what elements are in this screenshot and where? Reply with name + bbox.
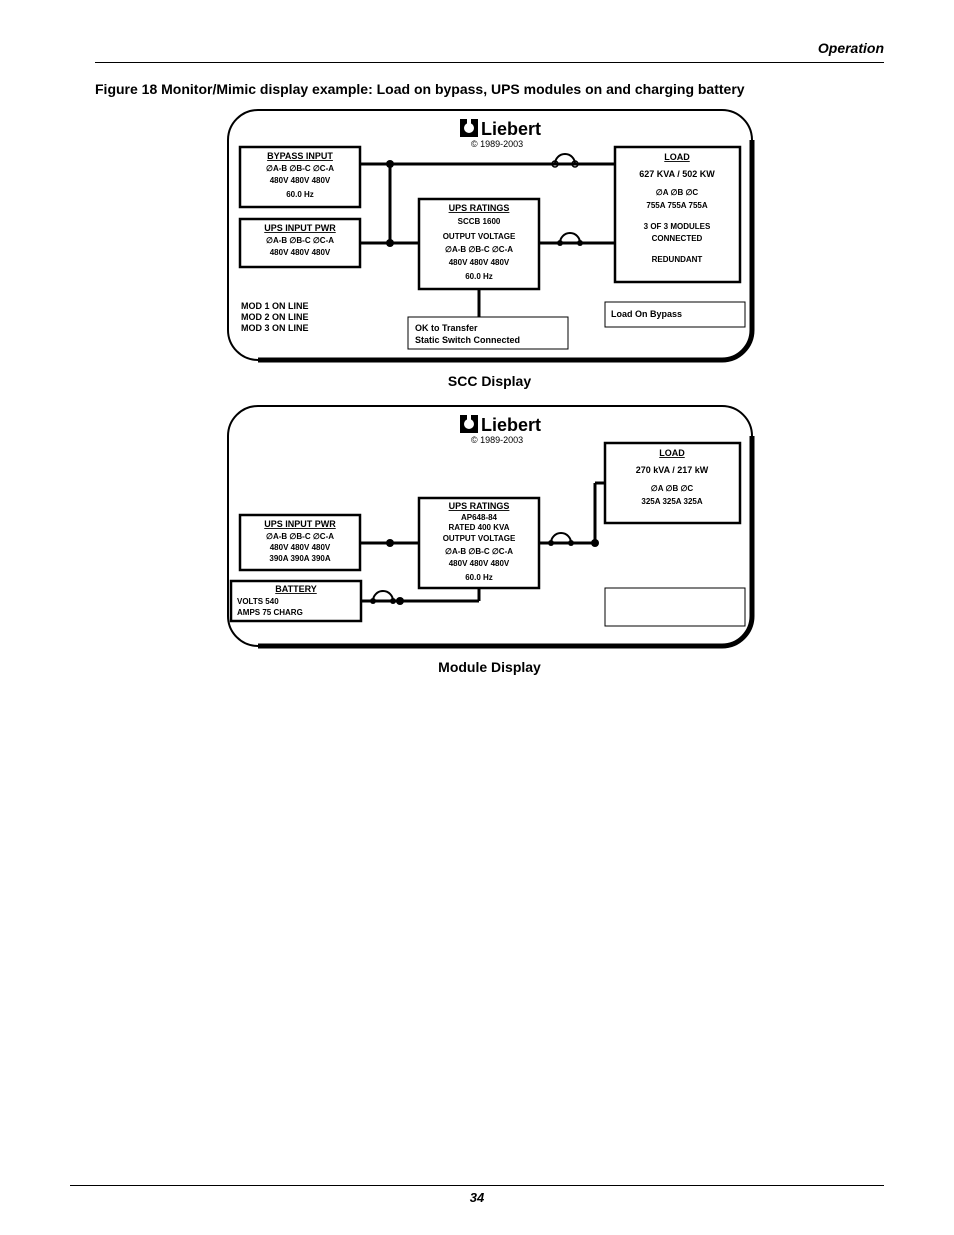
page-number: 34 xyxy=(70,1190,884,1205)
svg-text:60.0 Hz: 60.0 Hz xyxy=(465,272,493,281)
svg-text:VOLTS 540: VOLTS 540 xyxy=(237,597,279,606)
svg-text:MOD 3 ON LINE: MOD 3 ON LINE xyxy=(241,323,309,333)
svg-text:OK to Transfer: OK to Transfer xyxy=(415,323,478,333)
svg-text:CONNECTED: CONNECTED xyxy=(651,234,702,243)
scc-diagram: Liebert © 1989-2003 BYPASS INPUT ∅A-B ∅B… xyxy=(95,107,884,367)
svg-text:60.0 Hz: 60.0 Hz xyxy=(286,190,314,199)
svg-text:∅A ∅B ∅C: ∅A ∅B ∅C xyxy=(650,484,693,493)
svg-text:∅A-B ∅B-C ∅C-A: ∅A-B ∅B-C ∅C-A xyxy=(265,532,333,541)
svg-text:755A 755A 755A: 755A 755A 755A xyxy=(646,201,707,210)
svg-text:BYPASS INPUT: BYPASS INPUT xyxy=(267,151,333,161)
figure-caption: Figure 18 Monitor/Mimic display example:… xyxy=(95,81,884,97)
ups-input-box-module: UPS INPUT PWR ∅A-B ∅B-C ∅C-A 480V 480V 4… xyxy=(240,515,360,570)
transfer-box: OK to Transfer Static Switch Connected xyxy=(408,317,568,349)
module-label: Module Display xyxy=(95,659,884,675)
ups-ratings-box-scc: UPS RATINGS SCCB 1600 OUTPUT VOLTAGE ∅A-… xyxy=(419,199,539,289)
svg-text:Load On Bypass: Load On Bypass xyxy=(611,309,682,319)
svg-text:60.0 Hz: 60.0 Hz xyxy=(465,573,493,582)
section-header: Operation xyxy=(95,40,884,56)
svg-text:© 1989-2003: © 1989-2003 xyxy=(471,139,523,149)
svg-text:∅A ∅B ∅C: ∅A ∅B ∅C xyxy=(655,188,698,197)
battery-box: BATTERY VOLTS 540 AMPS 75 CHARG xyxy=(231,581,361,621)
svg-text:AP648-84: AP648-84 xyxy=(460,513,497,522)
svg-text:UPS RATINGS: UPS RATINGS xyxy=(448,501,509,511)
svg-text:© 1989-2003: © 1989-2003 xyxy=(471,435,523,445)
svg-text:Liebert: Liebert xyxy=(481,415,541,435)
page-footer: 34 xyxy=(70,1185,884,1205)
svg-text:MOD 2 ON LINE: MOD 2 ON LINE xyxy=(241,312,309,322)
svg-text:OUTPUT VOLTAGE: OUTPUT VOLTAGE xyxy=(442,232,515,241)
mod-status: MOD 1 ON LINE MOD 2 ON LINE MOD 3 ON LIN… xyxy=(241,301,309,333)
svg-text:480V 480V 480V: 480V 480V 480V xyxy=(448,559,509,568)
empty-status-box xyxy=(605,588,745,626)
svg-text:MOD 1 ON LINE: MOD 1 ON LINE xyxy=(241,301,309,311)
svg-text:∅A-B ∅B-C ∅C-A: ∅A-B ∅B-C ∅C-A xyxy=(265,164,333,173)
svg-text:AMPS 75 CHARG: AMPS 75 CHARG xyxy=(237,608,303,617)
load-box-scc: LOAD 627 KVA / 502 KW ∅A ∅B ∅C 755A 755A… xyxy=(615,147,740,282)
svg-text:RATED 400 KVA: RATED 400 KVA xyxy=(448,523,509,532)
svg-text:480V 480V 480V: 480V 480V 480V xyxy=(269,176,330,185)
scc-label: SCC Display xyxy=(95,373,884,389)
ups-input-box-scc: UPS INPUT PWR ∅A-B ∅B-C ∅C-A 480V 480V 4… xyxy=(240,219,360,267)
svg-text:480V 480V 480V: 480V 480V 480V xyxy=(269,543,330,552)
page: Operation Figure 18 Monitor/Mimic displa… xyxy=(0,0,954,1235)
svg-text:325A 325A 325A: 325A 325A 325A xyxy=(641,497,702,506)
svg-text:Liebert: Liebert xyxy=(481,119,541,139)
svg-text:480V 480V 480V: 480V 480V 480V xyxy=(269,248,330,257)
svg-text:627 KVA / 502 KW: 627 KVA / 502 KW xyxy=(639,169,715,179)
svg-text:480V 480V 480V: 480V 480V 480V xyxy=(448,258,509,267)
bypass-input-box: BYPASS INPUT ∅A-B ∅B-C ∅C-A 480V 480V 48… xyxy=(240,147,360,207)
svg-text:UPS RATINGS: UPS RATINGS xyxy=(448,203,509,213)
svg-text:UPS INPUT PWR: UPS INPUT PWR xyxy=(264,223,336,233)
load-box-module: LOAD 270 kVA / 217 kW ∅A ∅B ∅C 325A 325A… xyxy=(605,443,740,523)
svg-text:REDUNDANT: REDUNDANT xyxy=(651,255,702,264)
svg-text:SCCB 1600: SCCB 1600 xyxy=(457,217,500,226)
svg-text:270 kVA / 217 kW: 270 kVA / 217 kW xyxy=(635,465,708,475)
module-diagram: Liebert © 1989-2003 UPS INPUT PWR ∅A-B ∅… xyxy=(95,403,884,653)
status-box-scc: Load On Bypass xyxy=(605,302,745,327)
svg-text:BATTERY: BATTERY xyxy=(275,584,317,594)
header-rule xyxy=(95,62,884,63)
svg-text:∅A-B ∅B-C ∅C-A: ∅A-B ∅B-C ∅C-A xyxy=(444,245,512,254)
svg-text:LOAD: LOAD xyxy=(664,152,690,162)
svg-text:UPS INPUT PWR: UPS INPUT PWR xyxy=(264,519,336,529)
svg-text:LOAD: LOAD xyxy=(659,448,685,458)
svg-text:390A 390A 390A: 390A 390A 390A xyxy=(269,554,330,563)
svg-text:∅A-B ∅B-C ∅C-A: ∅A-B ∅B-C ∅C-A xyxy=(444,547,512,556)
svg-text:∅A-B ∅B-C ∅C-A: ∅A-B ∅B-C ∅C-A xyxy=(265,236,333,245)
svg-text:Static Switch Connected: Static Switch Connected xyxy=(415,335,520,345)
ups-ratings-box-module: UPS RATINGS AP648-84 RATED 400 KVA OUTPU… xyxy=(419,498,539,588)
svg-text:3 OF 3 MODULES: 3 OF 3 MODULES xyxy=(643,222,710,231)
svg-text:OUTPUT VOLTAGE: OUTPUT VOLTAGE xyxy=(442,534,515,543)
